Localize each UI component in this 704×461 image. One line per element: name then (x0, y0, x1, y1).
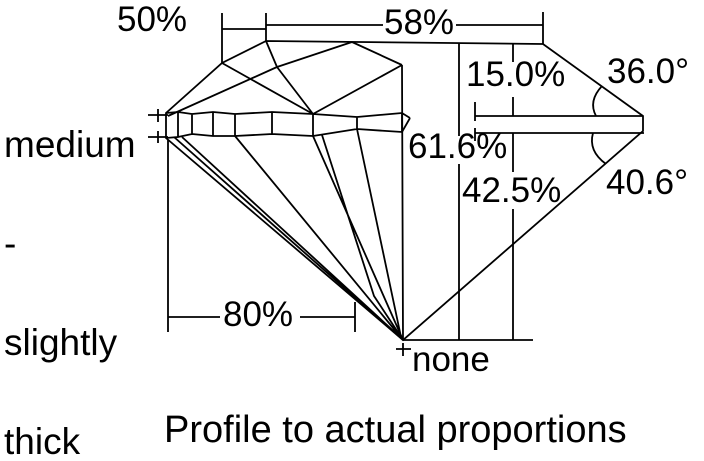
girdle-plane-extension-lines (474, 102, 644, 141)
table-size-label: 58% (384, 3, 455, 42)
girdle-description: medium - slightly thick (faceted) 4.0% (4, 62, 150, 461)
crown-angle-arc (592, 85, 603, 117)
girdle-description-line: slightly (4, 322, 118, 363)
culet-size-label: none (412, 340, 490, 379)
culet-cross-mark (396, 343, 411, 356)
girdle-band (165, 111, 411, 139)
star-length-label: 50% (117, 0, 188, 39)
girdle-description-line: - (4, 223, 17, 264)
girdle-description-line: thick (4, 421, 81, 461)
lower-girdle-label: 80% (223, 295, 294, 334)
pavilion-angle-label: 40.6° (606, 163, 689, 202)
crown-angle-label: 36.0° (607, 52, 690, 91)
diagram-caption: Profile to actual proportions (164, 409, 627, 451)
crown-facet-lines (167, 40, 404, 341)
pavilion-angle-arc (591, 132, 607, 165)
girdle-thickness-marks (148, 109, 168, 143)
pavilion-depth-label: 42.5% (462, 171, 562, 210)
pavilion-facet-lines (173, 128, 404, 341)
crown-height-label: 15.0% (466, 55, 566, 94)
girdle-description-line: medium (4, 124, 136, 165)
total-depth-label: 61.6% (408, 127, 508, 166)
dim-table-size (266, 12, 544, 44)
dim-lower-girdle (167, 140, 356, 332)
dim-star-length (221, 13, 267, 63)
